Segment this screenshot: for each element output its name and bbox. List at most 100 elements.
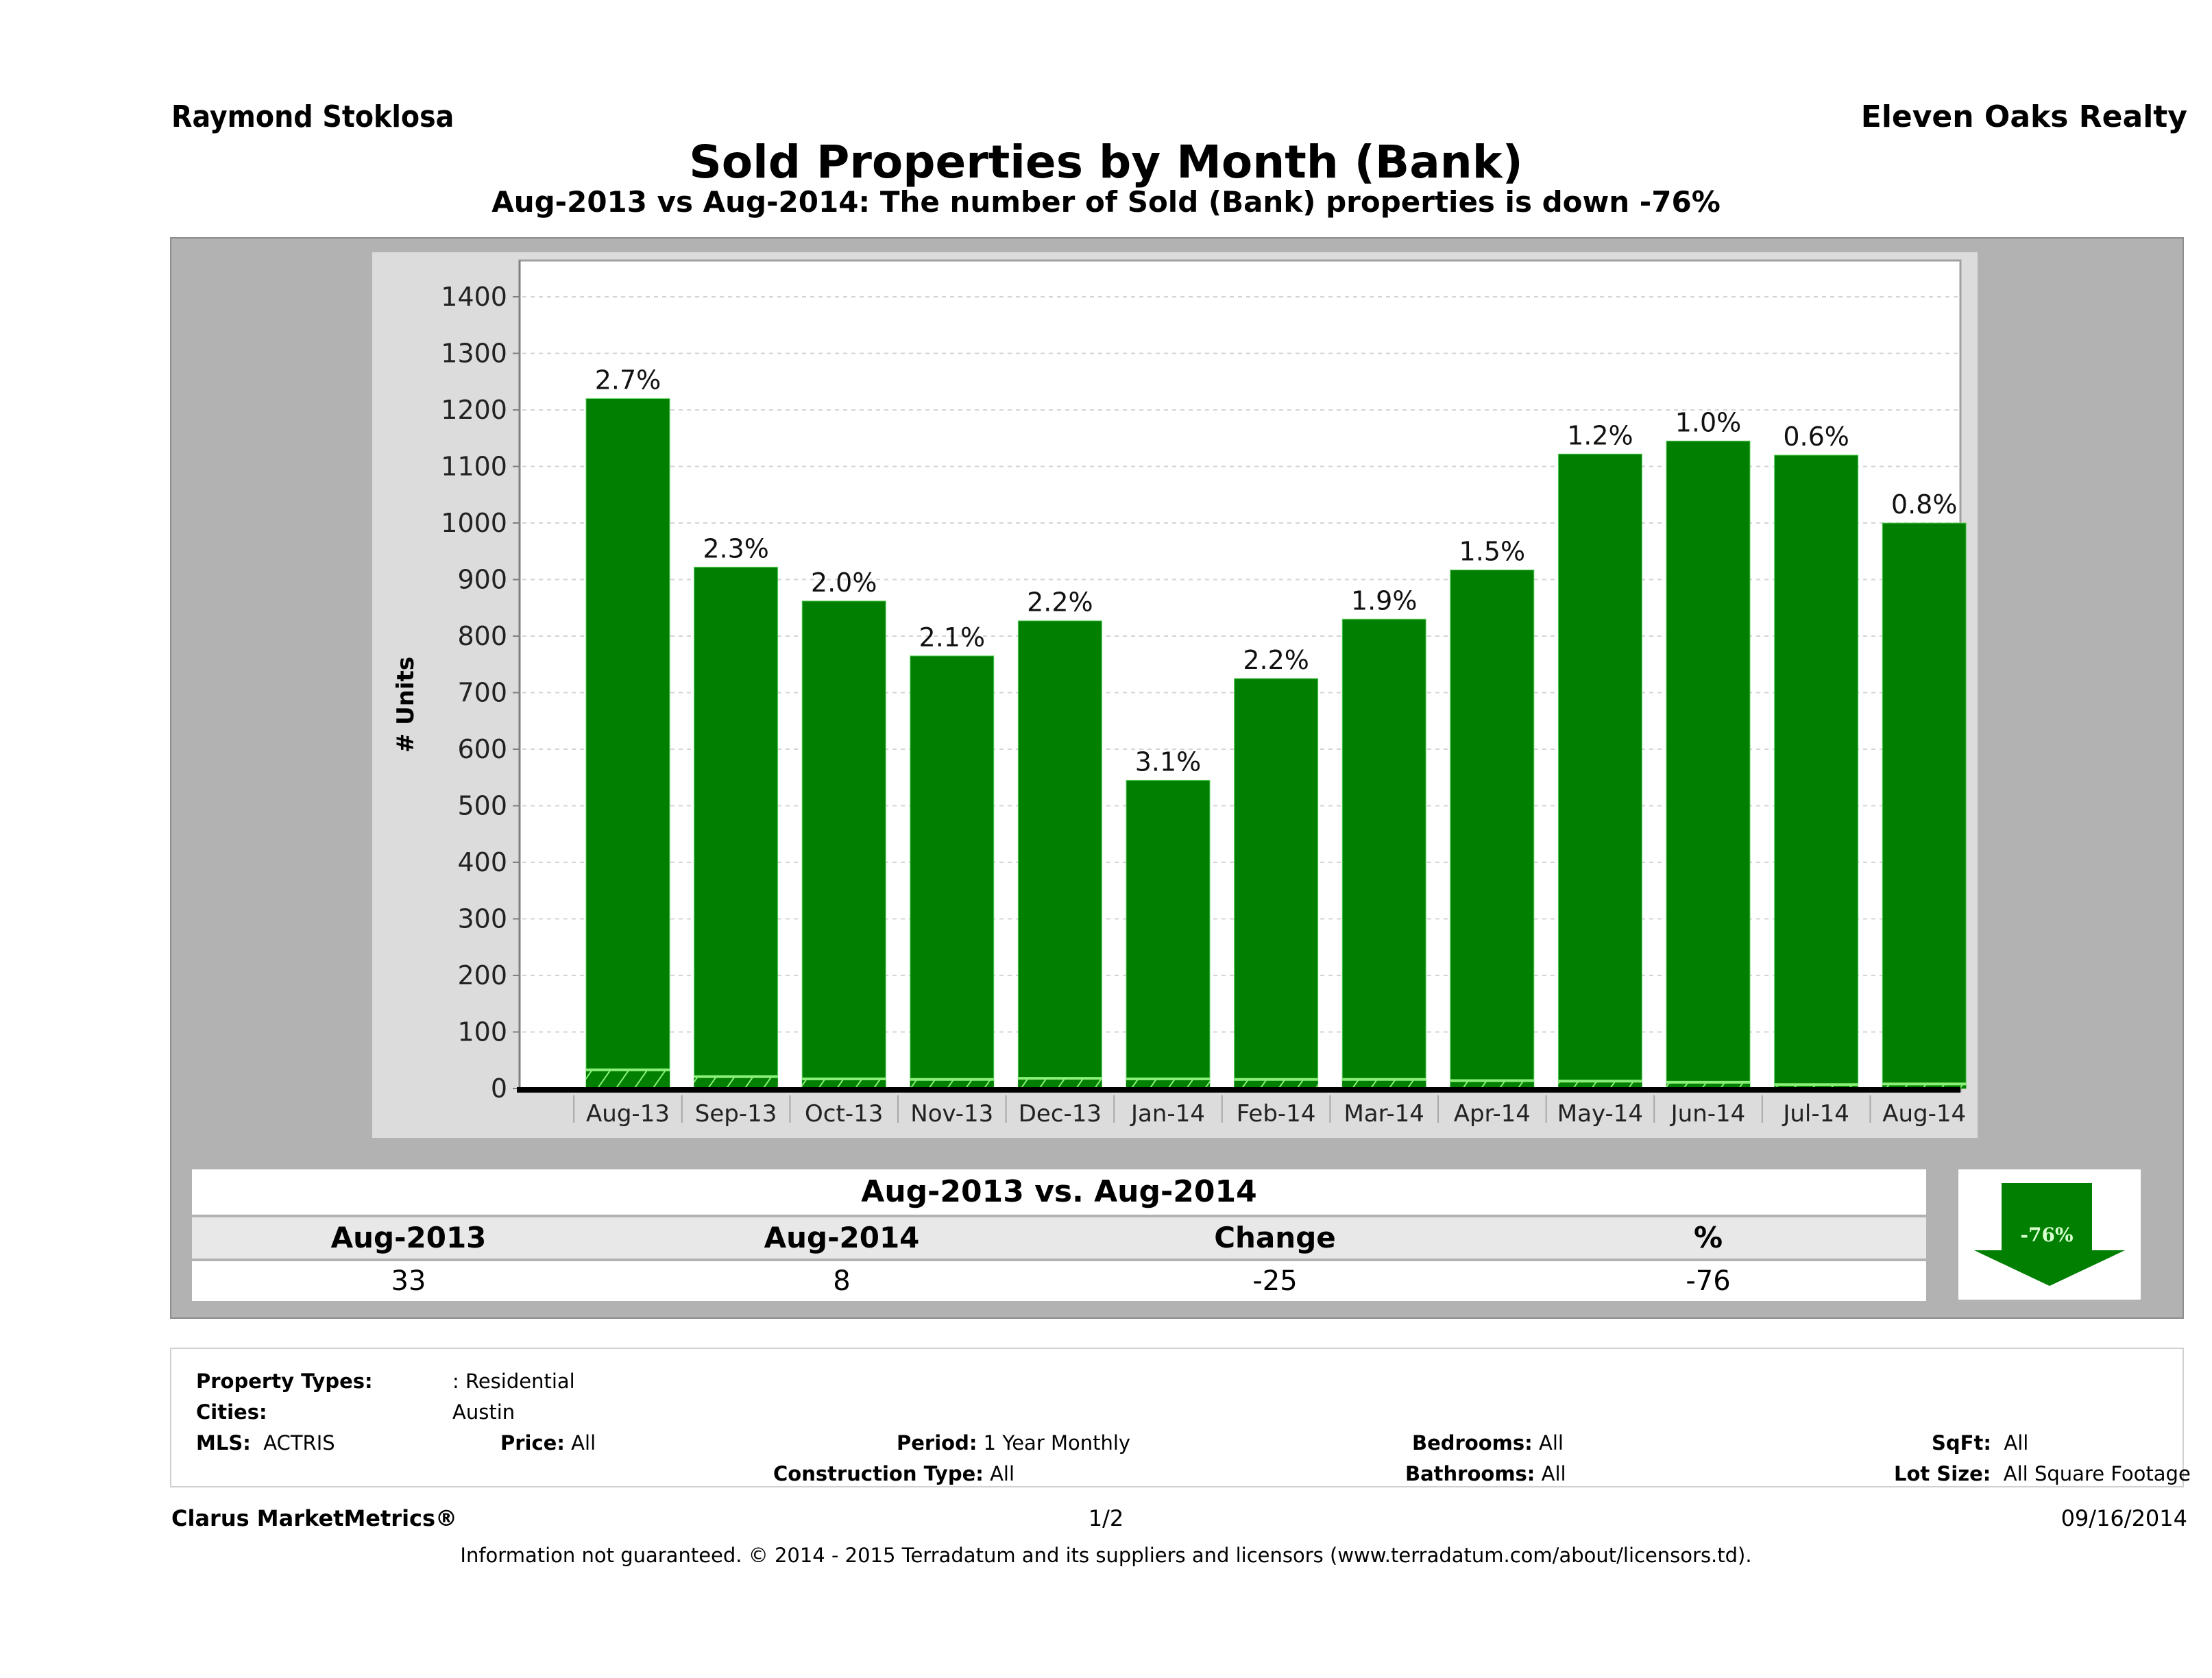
- period-value: 1 Year Monthly: [983, 1431, 1131, 1455]
- x-tick-label: Jan-14: [1130, 1100, 1205, 1128]
- bar-bank: [586, 1069, 670, 1089]
- y-tick-label: 1300: [441, 339, 507, 369]
- bar-total: [910, 655, 995, 1089]
- x-tick-label: May-14: [1557, 1100, 1643, 1128]
- lot-size-label: Lot Size:: [1894, 1462, 1991, 1485]
- bar-total: [1126, 779, 1211, 1089]
- sqft-value: All: [2004, 1431, 2029, 1455]
- y-tick-label: 200: [457, 960, 507, 990]
- bar-total: [1557, 453, 1642, 1089]
- y-tick-label: 1000: [441, 508, 507, 538]
- value-aug-2013: 33: [391, 1265, 426, 1297]
- bathrooms-label: Bathrooms:: [1405, 1462, 1535, 1485]
- y-tick-label: 100: [457, 1017, 507, 1047]
- down-arrow-icon: -76%: [1974, 1183, 2125, 1286]
- y-tick-label: 300: [457, 904, 507, 934]
- construction-type-label: Construction Type:: [773, 1462, 984, 1485]
- price-label: Price:: [500, 1431, 565, 1455]
- x-tick-label: Oct-13: [805, 1100, 883, 1128]
- x-tick-label: Apr-14: [1454, 1100, 1531, 1128]
- data-label: 2.1%: [919, 622, 986, 653]
- value-aug-2014: 8: [833, 1265, 851, 1297]
- report-title: Sold Properties by Month (Bank): [689, 136, 1523, 189]
- bar-bank: [694, 1076, 778, 1089]
- lot-size-value: All Square Footage: [2003, 1462, 2191, 1485]
- y-tick-label: 1400: [441, 282, 507, 312]
- period-label: Period:: [897, 1431, 977, 1455]
- report-subtitle: Aug-2013 vs Aug-2014: The number of Sold…: [491, 185, 1721, 219]
- bar-total: [585, 398, 670, 1089]
- x-tick-label: Aug-13: [586, 1100, 670, 1128]
- bathrooms-value: All: [1541, 1462, 1566, 1485]
- data-label: 3.1%: [1135, 746, 1202, 777]
- data-label: 2.3%: [703, 533, 769, 563]
- bar-bank: [910, 1079, 994, 1089]
- cities-label: Cities:: [196, 1400, 267, 1424]
- data-label: 1.9%: [1351, 585, 1418, 616]
- mls-label: MLS:: [196, 1431, 251, 1455]
- x-tick-label: Aug-14: [1882, 1100, 1966, 1128]
- search-criteria: Property Types: : Residential Cities: Au…: [170, 1348, 2191, 1487]
- x-tick-label: Jun-14: [1670, 1100, 1746, 1128]
- bar-chart: 2.7% 2.3% 2.0% 2.1% 2.2% 3.1% 2.2% 1.9% 1.5% 1.2%…: [392, 259, 1967, 1128]
- data-label: 2.2%: [1027, 587, 1093, 618]
- property-types-value: : Residential: [452, 1370, 575, 1393]
- bar-bank: [1018, 1078, 1102, 1089]
- y-axis-label: # Units: [392, 657, 420, 753]
- bar-bank: [1882, 1084, 1967, 1089]
- y-tick-label: 700: [457, 678, 507, 708]
- bar-total: [1234, 678, 1319, 1089]
- bar-bank: [1774, 1084, 1858, 1089]
- y-tick-label: 900: [457, 565, 507, 595]
- sqft-label: SqFt:: [1932, 1431, 1991, 1455]
- page-number: 1/2: [1088, 1505, 1124, 1531]
- bar-bank: [1342, 1079, 1426, 1089]
- change-badge-text: -76%: [2020, 1224, 2073, 1246]
- header-percent: %: [1693, 1221, 1723, 1254]
- bar-total: [1450, 569, 1535, 1089]
- value-change: -25: [1252, 1265, 1298, 1297]
- disclaimer: Information not guaranteed. © 2014 - 201…: [460, 1544, 1752, 1567]
- y-tick-label: 400: [457, 847, 507, 877]
- bar-total: [1666, 440, 1751, 1089]
- data-label: 1.0%: [1675, 407, 1742, 437]
- y-tick-label: 1100: [441, 452, 507, 482]
- data-label: 2.7%: [595, 365, 661, 396]
- agent-name: Raymond Stoklosa: [171, 99, 454, 134]
- x-tick-label: Nov-13: [910, 1100, 993, 1128]
- price-value: All: [571, 1431, 596, 1455]
- bedrooms-value: All: [1538, 1431, 1564, 1455]
- construction-type-value: All: [990, 1462, 1015, 1485]
- bar-bank: [1666, 1082, 1750, 1089]
- property-types-label: Property Types:: [196, 1370, 373, 1393]
- bar-bank: [802, 1078, 886, 1089]
- bedrooms-label: Bedrooms:: [1412, 1431, 1533, 1455]
- mls-value: ACTRIS: [263, 1431, 335, 1455]
- header-change: Change: [1214, 1221, 1336, 1254]
- bar-total: [1882, 522, 1967, 1089]
- comparison-header-row: Aug-2013 Aug-2014 Change %: [192, 1217, 1926, 1258]
- x-tick-label: Jul-14: [1782, 1100, 1849, 1128]
- bar-total: [801, 600, 886, 1089]
- bar-total: [1017, 620, 1102, 1089]
- data-label: 1.5%: [1459, 536, 1526, 566]
- header-aug-2014: Aug-2014: [764, 1221, 920, 1254]
- x-tick-label: Feb-14: [1237, 1100, 1316, 1128]
- value-percent: -76: [1686, 1265, 1731, 1297]
- change-badge: -76%: [1958, 1169, 2141, 1300]
- x-tick-label: Mar-14: [1344, 1100, 1424, 1128]
- data-label: 2.0%: [811, 568, 877, 598]
- cities-value: Austin: [452, 1400, 515, 1424]
- report-date: 09/16/2014: [2061, 1505, 2187, 1531]
- bar-total: [694, 566, 779, 1089]
- y-tick-label: 600: [457, 734, 507, 764]
- y-tick-label: 1200: [441, 395, 507, 425]
- header-aug-2013: Aug-2013: [330, 1221, 487, 1254]
- bar-bank: [1126, 1078, 1210, 1089]
- bar-bank: [1450, 1080, 1534, 1089]
- x-tick-label: Dec-13: [1019, 1100, 1102, 1128]
- comparison-title: Aug-2013 vs. Aug-2014: [192, 1169, 1926, 1215]
- footer-brand: Clarus MarketMetrics®: [171, 1505, 458, 1531]
- data-label: 0.6%: [1783, 422, 1849, 452]
- y-tick-label: 0: [491, 1073, 507, 1104]
